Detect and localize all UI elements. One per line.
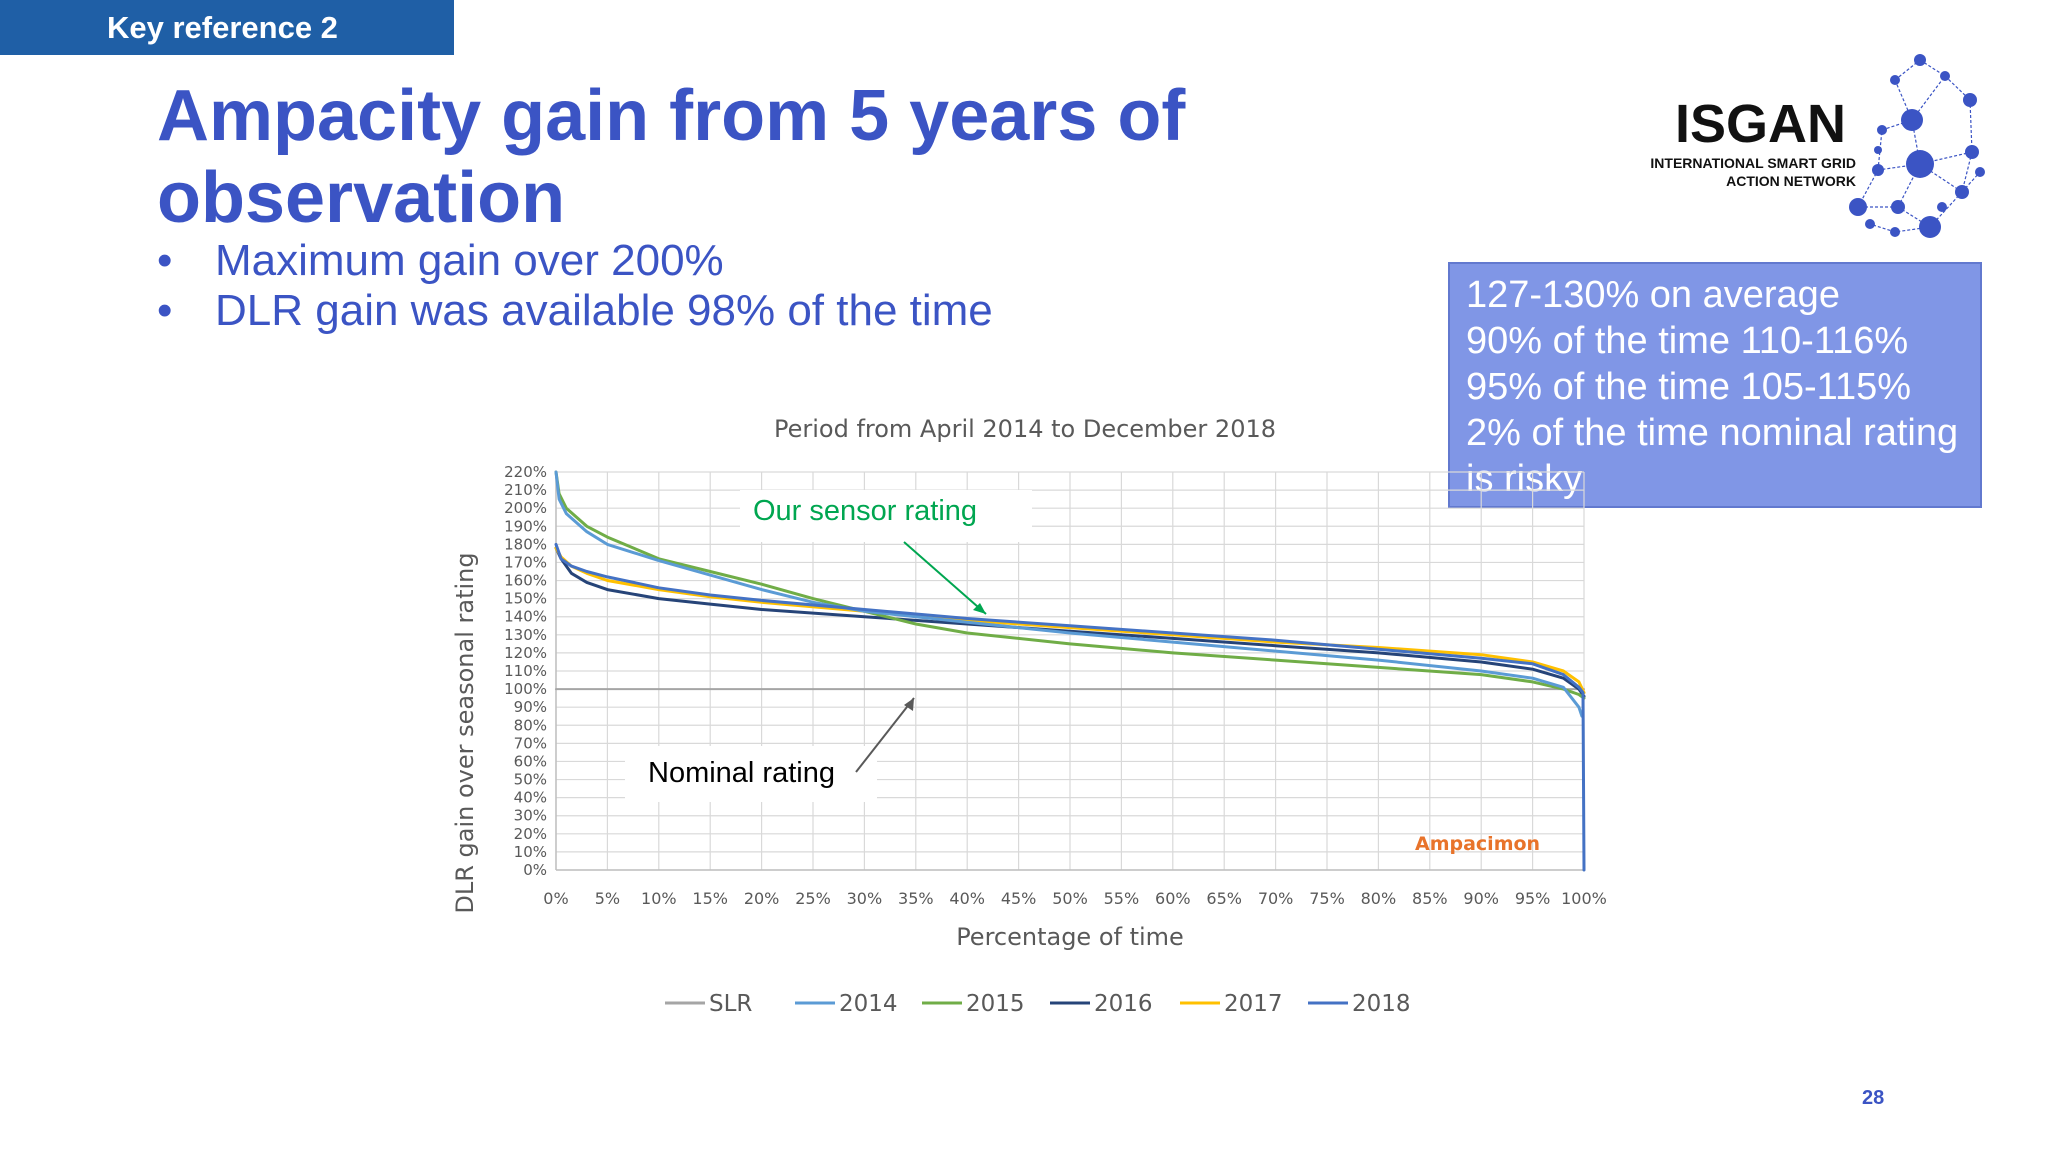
logo-line2: ACTION NETWORK bbox=[1726, 173, 1856, 189]
logo-line1: INTERNATIONAL SMART GRID bbox=[1650, 155, 1856, 171]
y-tick-label: 70% bbox=[514, 734, 547, 752]
x-tick-label: 45% bbox=[1001, 889, 1037, 908]
annotation-nominal-arrow bbox=[855, 697, 915, 773]
x-tick-label: 30% bbox=[847, 889, 883, 908]
bullet-item: • DLR gain was available 98% of the time bbox=[157, 286, 993, 336]
x-tick-label: 25% bbox=[795, 889, 831, 908]
y-tick-label: 180% bbox=[504, 535, 547, 553]
bullet-text: Maximum gain over 200% bbox=[215, 236, 724, 285]
x-tick-label: 70% bbox=[1258, 889, 1294, 908]
x-tick-label: 10% bbox=[641, 889, 677, 908]
bullet-text: DLR gain was available 98% of the time bbox=[215, 286, 993, 335]
y-tick-label: 170% bbox=[504, 553, 547, 571]
legend-label-2014: 2014 bbox=[839, 991, 898, 1017]
bullet-list: • Maximum gain over 200% • DLR gain was av… bbox=[157, 236, 993, 336]
slide-title: Ampacity gain from 5 years of observatio… bbox=[157, 75, 1307, 239]
y-tick-label: 40% bbox=[514, 789, 547, 807]
y-tick-label: 30% bbox=[514, 807, 547, 825]
x-tick-label: 0% bbox=[543, 889, 568, 908]
x-tick-label: 90% bbox=[1463, 889, 1499, 908]
y-tick-label: 60% bbox=[514, 752, 547, 770]
chart-title: Period from April 2014 to December 2018 bbox=[774, 415, 1276, 443]
y-tick-label: 190% bbox=[504, 517, 547, 535]
x-tick-label: 100% bbox=[1561, 889, 1607, 908]
y-tick-label: 110% bbox=[504, 662, 547, 680]
x-tick-label: 5% bbox=[595, 889, 620, 908]
annotation-nominal: Nominal rating bbox=[625, 697, 915, 802]
x-tick-label: 15% bbox=[692, 889, 728, 908]
x-axis-ticks: 0% 5% 10% 15% 20% 25% 30% 35% 40% 45% 50% 55% 60% 65%… bbox=[543, 889, 1607, 908]
legend-label-2018: 2018 bbox=[1352, 991, 1411, 1017]
y-tick-label: 140% bbox=[504, 608, 547, 626]
x-tick-label: 40% bbox=[949, 889, 985, 908]
network-nodes bbox=[1849, 54, 1985, 238]
y-tick-label: 210% bbox=[504, 481, 547, 499]
callout-line: 127-130% on average bbox=[1466, 274, 1840, 316]
title-line-1: Ampacity gain from 5 years of bbox=[157, 76, 1186, 156]
x-tick-label: 35% bbox=[898, 889, 934, 908]
key-reference-tag: Key reference 2 bbox=[0, 0, 454, 55]
annotation-nominal-text: Nominal rating bbox=[648, 757, 835, 789]
network-icon bbox=[1857, 59, 1981, 233]
x-tick-label: 60% bbox=[1155, 889, 1191, 908]
chart-series bbox=[554, 470, 1586, 872]
x-tick-label: 65% bbox=[1206, 889, 1242, 908]
annotation-nominal-arrowhead bbox=[904, 698, 914, 711]
x-tick-label: 50% bbox=[1052, 889, 1088, 908]
logo-name: ISGAN bbox=[1675, 94, 1846, 154]
x-axis-label: Percentage of time bbox=[956, 923, 1184, 951]
x-tick-label: 95% bbox=[1515, 889, 1551, 908]
y-tick-label: 220% bbox=[504, 463, 547, 481]
annotation-sensor-arrowhead bbox=[973, 603, 986, 614]
dlr-gain-chart: Period from April 2014 to December 2018 … bbox=[451, 415, 1607, 1017]
y-tick-label: 10% bbox=[514, 843, 547, 861]
stats-callout: 127-130% on average 90% of the time 110-… bbox=[1448, 262, 1982, 508]
legend-label-2017: 2017 bbox=[1224, 991, 1283, 1017]
x-tick-label: 75% bbox=[1309, 889, 1345, 908]
annotation-sensor: Our sensor rating bbox=[740, 490, 1032, 615]
series-line-2015 bbox=[554, 470, 1586, 700]
isgan-logo: ISGAN INTERNATIONAL SMART GRID ACTION NE… bbox=[1650, 54, 1985, 238]
legend-label-2016: 2016 bbox=[1094, 991, 1153, 1017]
bullet-item: • Maximum gain over 200% bbox=[157, 236, 993, 286]
y-tick-label: 130% bbox=[504, 626, 547, 644]
callout-line: 2% of the time nominal rating bbox=[1466, 412, 1959, 454]
y-tick-label: 0% bbox=[523, 861, 547, 879]
bullet-dot: • bbox=[157, 236, 173, 285]
y-tick-label: 200% bbox=[504, 499, 547, 517]
x-tick-label: 55% bbox=[1104, 889, 1140, 908]
callout-line: 90% of the time 110-116% bbox=[1466, 320, 1909, 362]
series-line-2018 bbox=[554, 542, 1586, 872]
bullet-dot: • bbox=[157, 286, 173, 335]
series-line-2016 bbox=[554, 546, 1586, 698]
x-tick-label: 20% bbox=[744, 889, 780, 908]
x-tick-label: 85% bbox=[1412, 889, 1448, 908]
y-tick-label: 150% bbox=[504, 590, 547, 608]
y-tick-label: 100% bbox=[504, 680, 547, 698]
legend-label-2015: 2015 bbox=[966, 991, 1025, 1017]
annotation-sensor-text: Our sensor rating bbox=[753, 495, 977, 527]
callout-line: is risky bbox=[1466, 458, 1583, 500]
annotation-sensor-arrow bbox=[903, 541, 987, 615]
annotation-sensor-box bbox=[740, 490, 1032, 542]
y-tick-label: 80% bbox=[514, 716, 547, 734]
y-axis-ticks: 0%10%20%30%40%50%60%70%80%90%100%110%120… bbox=[504, 463, 547, 879]
series-line-2014 bbox=[554, 470, 1584, 718]
callout-line: 95% of the time 105-115% bbox=[1466, 366, 1912, 408]
chart-legend: SLR 2014 2015 2016 2017 2018 bbox=[665, 991, 1411, 1017]
page-number: 28 bbox=[1862, 1087, 1885, 1109]
title-line-2: observation bbox=[157, 158, 566, 238]
chart-grid bbox=[555, 471, 1585, 871]
y-tick-label: 90% bbox=[514, 698, 547, 716]
y-tick-label: 20% bbox=[514, 825, 547, 843]
annotation-nominal-box bbox=[625, 746, 877, 802]
y-tick-label: 160% bbox=[504, 572, 547, 590]
series-line-2017 bbox=[554, 546, 1586, 695]
y-tick-label: 50% bbox=[514, 771, 547, 789]
ampacimon-watermark: Ampacimon bbox=[1415, 833, 1540, 855]
legend-label-SLR: SLR bbox=[709, 991, 752, 1017]
y-axis-label: DLR gain over seasonal rating bbox=[451, 552, 479, 913]
x-tick-label: 80% bbox=[1361, 889, 1397, 908]
y-tick-label: 120% bbox=[504, 644, 547, 662]
